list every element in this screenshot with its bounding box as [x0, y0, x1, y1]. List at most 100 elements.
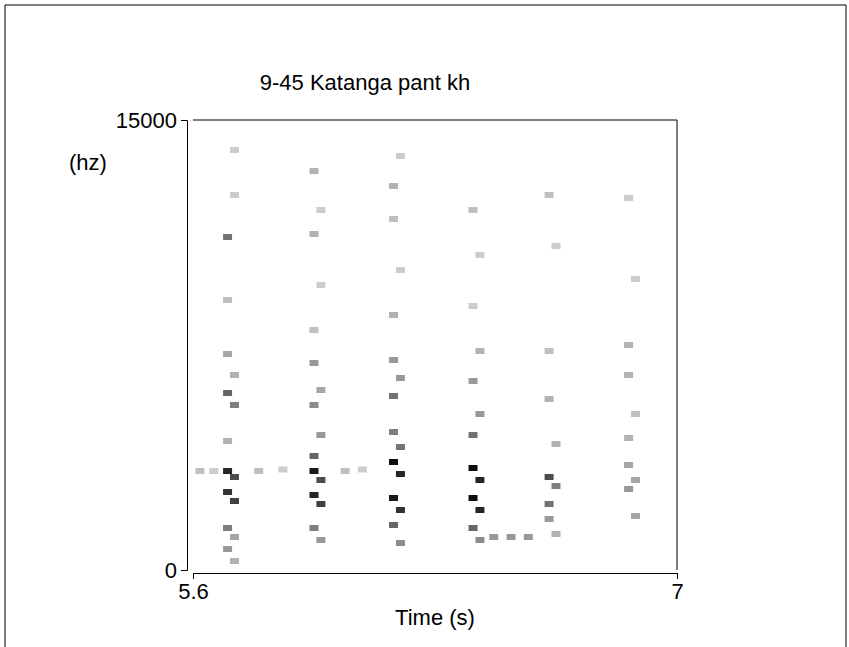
cell: [310, 492, 319, 498]
cell: [631, 276, 640, 282]
cell: [469, 303, 478, 309]
cell: [469, 525, 478, 531]
cell: [475, 507, 484, 513]
cell: [469, 432, 478, 438]
cell: [631, 513, 640, 519]
cell: [223, 525, 232, 531]
cell: [209, 468, 218, 474]
cell: [396, 444, 405, 450]
cell: [316, 537, 325, 543]
x-axis: 5.67: [178, 573, 683, 604]
cell: [624, 372, 633, 378]
cell: [396, 507, 405, 513]
tick-label: 5.6: [178, 579, 209, 604]
cell: [552, 441, 561, 447]
cell: [624, 486, 633, 492]
cell: [475, 477, 484, 483]
cell: [545, 501, 554, 507]
y-axis: 0 15000: [116, 108, 188, 583]
cell: [475, 348, 484, 354]
cell: [545, 474, 554, 480]
cell: [389, 429, 398, 435]
cell: [624, 195, 633, 201]
cell: [310, 453, 319, 459]
cell: [389, 312, 398, 318]
cell: [631, 411, 640, 417]
cell: [396, 267, 405, 273]
cell: [396, 471, 405, 477]
cell: [389, 495, 398, 501]
cell: [230, 558, 239, 564]
cell: [545, 516, 554, 522]
cell: [310, 360, 319, 366]
cell: [310, 525, 319, 531]
cell: [310, 327, 319, 333]
cell: [396, 375, 405, 381]
cell: [624, 342, 633, 348]
tick: 5.6: [178, 573, 209, 604]
cell: [507, 534, 516, 540]
cell: [624, 462, 633, 468]
cell: [230, 372, 239, 378]
cell: [389, 216, 398, 222]
cell: [469, 378, 478, 384]
cell: [278, 467, 287, 473]
cell: [489, 534, 498, 540]
cell: [223, 351, 232, 357]
cell: [223, 297, 232, 303]
tick: 7: [671, 573, 683, 604]
cell: [389, 459, 398, 465]
axis-line: [194, 574, 678, 580]
title: 9-45 Katanga pant kh: [260, 70, 470, 95]
cell: [475, 252, 484, 258]
cell: [552, 483, 561, 489]
cell: [310, 402, 319, 408]
cell: [316, 387, 325, 393]
cell: [469, 207, 478, 213]
cell: [389, 522, 398, 528]
tick-label: 15000: [116, 108, 177, 133]
spectrogram-cells: [195, 147, 640, 564]
tick-label: 0: [165, 558, 177, 583]
y-axis-title: (hz): [69, 150, 107, 175]
cell: [230, 402, 239, 408]
cell: [396, 153, 405, 159]
cell: [552, 243, 561, 249]
cell: [195, 468, 204, 474]
cell: [341, 468, 350, 474]
x-axis-title: Time (s): [395, 605, 475, 630]
cell: [223, 438, 232, 444]
cell: [223, 390, 232, 396]
cell: [254, 468, 263, 474]
chart: 0150005.67(hz)Time (s)9-45 Katanga pant …: [0, 0, 849, 647]
cell: [316, 501, 325, 507]
cell: [223, 234, 232, 240]
tick-mark: [181, 120, 187, 121]
cell: [316, 282, 325, 288]
cell: [524, 534, 533, 540]
cell: [475, 411, 484, 417]
tick: 15000: [116, 108, 187, 133]
cell: [389, 393, 398, 399]
cell: [545, 396, 554, 402]
cell: [310, 468, 319, 474]
cell: [624, 435, 633, 441]
tick-mark: [181, 570, 187, 571]
cell: [552, 531, 561, 537]
cell: [223, 489, 232, 495]
cell: [230, 192, 239, 198]
cell: [389, 183, 398, 189]
cell: [316, 432, 325, 438]
axis-line: [181, 121, 188, 571]
cell: [230, 498, 239, 504]
cell: [475, 537, 484, 543]
tick-label: 7: [671, 579, 683, 604]
cell: [389, 357, 398, 363]
figure-frame: [5, 5, 846, 647]
cell: [358, 467, 367, 473]
cell: [223, 546, 232, 552]
cell: [631, 477, 640, 483]
cell: [545, 192, 554, 198]
cell: [396, 540, 405, 546]
cell: [230, 474, 239, 480]
